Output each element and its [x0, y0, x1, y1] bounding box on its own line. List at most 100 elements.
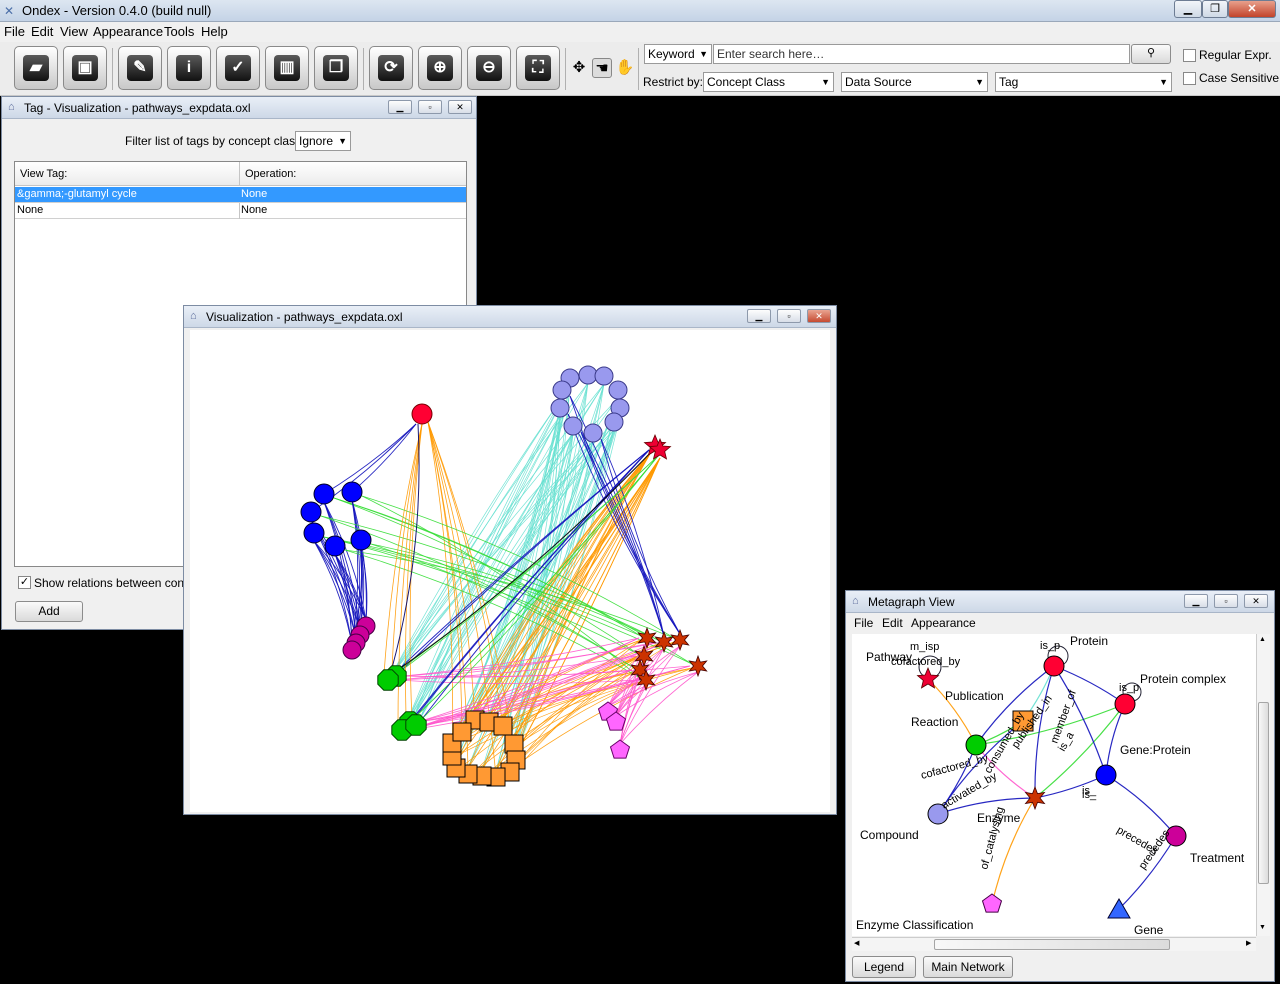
publication-node[interactable] [493, 716, 513, 736]
node-label[interactable]: Pathway [866, 650, 912, 664]
table-row[interactable]: None None [15, 203, 466, 219]
node-label[interactable]: Gene:Protein [1120, 743, 1191, 757]
concept-class-select[interactable]: Concept Class ▼ [703, 72, 834, 92]
regular-expr-checkbox[interactable] [1183, 49, 1196, 62]
gene-protein-node[interactable] [324, 535, 346, 557]
scroll-left-icon[interactable]: ◀ [854, 940, 860, 947]
network-canvas[interactable] [190, 330, 830, 812]
zoom-out-button[interactable]: ⊖ [467, 46, 511, 90]
gene-protein-node[interactable] [303, 522, 325, 544]
minimize-button[interactable]: ▁ [747, 309, 771, 323]
close-button[interactable]: ✕ [807, 309, 831, 323]
restore-button[interactable]: ▫ [418, 100, 442, 114]
menu-edit[interactable]: Edit [31, 24, 54, 39]
close-button[interactable]: ✕ [448, 100, 472, 114]
vertical-scrollbar[interactable]: ▲ ▼ [1256, 634, 1270, 936]
horizontal-scrollbar[interactable]: ◀ ▶ [852, 937, 1256, 951]
graph-nodes[interactable] [300, 365, 708, 787]
fit-button[interactable]: ⛶ [516, 46, 560, 90]
gene-protein-node[interactable] [300, 501, 322, 523]
menu-help[interactable]: Help [201, 24, 228, 39]
zoom-in-button[interactable]: ⊕ [418, 46, 462, 90]
node-label[interactable]: Protein [1070, 634, 1108, 648]
gene-protein-node[interactable] [341, 481, 363, 503]
table-row[interactable]: &gamma;-glutamyl cycle None [15, 187, 466, 203]
pub-node[interactable] [1012, 710, 1034, 732]
menu-edit[interactable]: Edit [882, 616, 903, 630]
column-view-tag[interactable]: View Tag: [20, 168, 68, 180]
visualization-titlebar[interactable]: ⌂ Visualization - pathways_expdata.oxl ▁… [184, 306, 836, 328]
menu-file[interactable]: File [4, 24, 25, 39]
metagraph-nodes[interactable] [916, 655, 1187, 919]
complex-node[interactable] [1114, 693, 1136, 715]
scroll-right-icon[interactable]: ▶ [1246, 940, 1252, 947]
protein-node[interactable] [1043, 655, 1065, 677]
node-label[interactable]: Protein complex [1140, 672, 1226, 686]
enzyme-node[interactable] [1024, 785, 1046, 811]
publication-node[interactable] [452, 722, 472, 742]
protein-node[interactable] [411, 403, 433, 425]
add-button[interactable]: Add [15, 601, 83, 622]
network-graph[interactable] [190, 330, 830, 812]
search-button[interactable]: ⚲ [1131, 44, 1171, 64]
pathway-node[interactable] [916, 666, 940, 689]
gene-node[interactable] [1107, 898, 1131, 919]
menu-view[interactable]: View [60, 24, 88, 39]
gene-protein-node[interactable] [350, 529, 372, 551]
menu-appearance[interactable]: Appearance [93, 24, 164, 39]
delete-button[interactable]: ▥ [265, 46, 309, 90]
gene-protein-node[interactable] [313, 483, 335, 505]
horizontal-scroll-thumb[interactable] [934, 939, 1170, 950]
enzyme-classification-node[interactable] [605, 711, 627, 731]
save-button[interactable]: ▣ [63, 46, 107, 90]
metagraph-canvas[interactable]: Pathway Publication Protein Protein complex… [852, 634, 1256, 937]
wand-button[interactable]: ✎ [118, 46, 162, 90]
treatment-node[interactable] [1165, 825, 1187, 847]
enzyme-node[interactable] [637, 626, 657, 650]
compound-node[interactable] [578, 365, 598, 385]
compound-node[interactable] [927, 803, 949, 825]
compound-node[interactable] [583, 423, 603, 443]
tag-window-titlebar[interactable]: ⌂ Tag - Visualization - pathways_expdata… [2, 97, 476, 119]
hand-icon[interactable]: ✋ [615, 59, 635, 76]
ec-node[interactable] [981, 893, 1003, 913]
case-sensitive-checkbox[interactable] [1183, 72, 1196, 85]
compound-node[interactable] [604, 412, 624, 432]
filter-select[interactable]: Ignore ▼ [295, 131, 351, 151]
compound-node[interactable] [563, 416, 583, 436]
info-button[interactable]: i [167, 46, 211, 90]
copy-button[interactable]: ❐ [314, 46, 358, 90]
compound-node[interactable] [550, 398, 570, 418]
node-label[interactable]: Publication [945, 689, 1004, 703]
metagraph-graph[interactable]: Pathway Publication Protein Protein complex… [852, 634, 1256, 937]
close-button[interactable]: ✕ [1244, 594, 1268, 608]
main-network-button[interactable]: Main Network [923, 956, 1013, 978]
data-source-select[interactable]: Data Source ▼ [841, 72, 988, 92]
reaction-node[interactable] [965, 734, 987, 756]
refresh-button[interactable]: ⟳ [369, 46, 413, 90]
show-relations-checkbox[interactable]: ✓ [18, 576, 31, 589]
minimize-button[interactable]: ▁ [1174, 0, 1202, 18]
menu-file[interactable]: File [854, 616, 874, 630]
node-label[interactable]: Compound [860, 828, 919, 842]
minimize-button[interactable]: ▁ [1184, 594, 1208, 608]
compound-node[interactable] [594, 366, 614, 386]
node-label[interactable]: Gene [1134, 923, 1164, 937]
tag-select[interactable]: Tag ▼ [995, 72, 1172, 92]
restore-button[interactable]: ▫ [777, 309, 801, 323]
vertical-scroll-thumb[interactable] [1258, 702, 1269, 884]
close-button[interactable]: ✕ [1228, 0, 1276, 18]
enzyme-node[interactable] [654, 630, 674, 654]
restore-button[interactable]: ▫ [1214, 594, 1238, 608]
scroll-up-icon[interactable]: ▲ [1259, 636, 1266, 643]
scroll-down-icon[interactable]: ▼ [1259, 924, 1266, 931]
enzyme-node[interactable] [688, 654, 708, 678]
check-button[interactable]: ✓ [216, 46, 260, 90]
open-button[interactable]: ▰ [14, 46, 58, 90]
legend-button[interactable]: Legend [852, 956, 916, 978]
enzyme-node[interactable] [630, 658, 650, 682]
enzyme-node[interactable] [670, 628, 690, 652]
restore-button[interactable]: ❐ [1202, 0, 1228, 18]
reaction-node[interactable] [377, 669, 399, 691]
move-icon[interactable]: ✥ [572, 59, 586, 76]
